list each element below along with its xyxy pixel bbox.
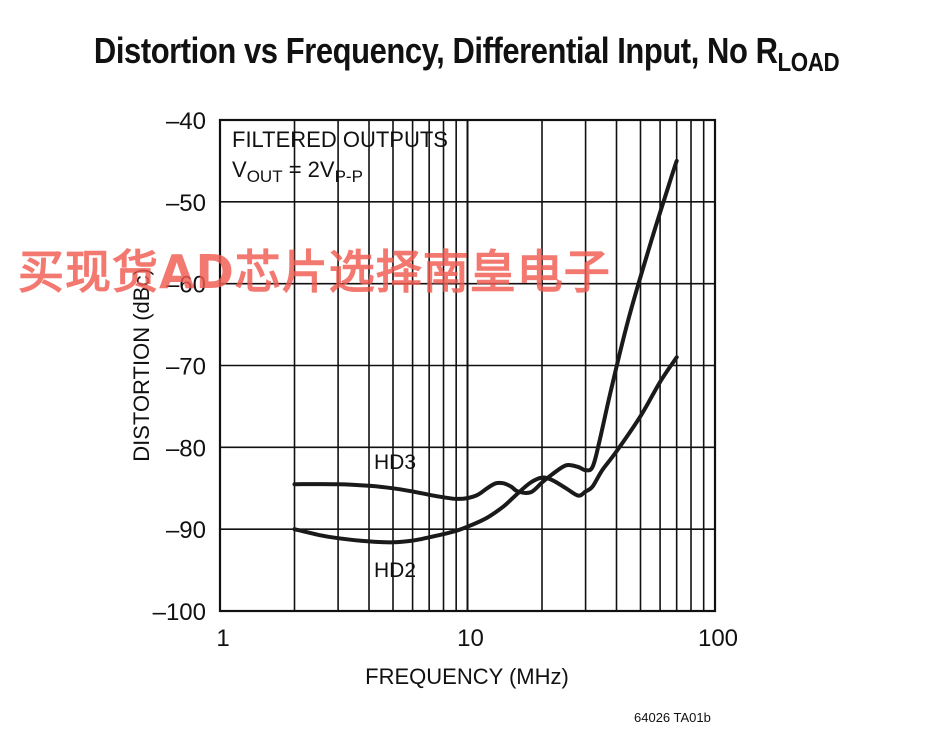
- y-tick-label: –80: [166, 435, 206, 462]
- note-vout: VOUT = 2VP-P: [232, 157, 363, 186]
- series-line-hd2: [292, 355, 679, 545]
- series-line-hd3: [292, 158, 679, 501]
- series-curves: [292, 158, 679, 545]
- x-axis-label: FREQUENCY (MHz): [365, 664, 569, 689]
- y-tick-label: –90: [166, 517, 206, 544]
- note-filtered-outputs: FILTERED OUTPUTS: [232, 127, 448, 152]
- figure-id: 64026 TA01b: [634, 710, 711, 725]
- y-tick-label: –60: [166, 272, 206, 299]
- x-tick-label: 1: [216, 625, 229, 652]
- y-tick-label: –70: [166, 354, 206, 381]
- y-axis-label: DISTORTION (dBc): [129, 268, 154, 462]
- grid-lines: [218, 118, 717, 613]
- chart-title: Distortion vs Frequency, Differential In…: [93, 30, 840, 77]
- y-tick-label: –50: [166, 190, 206, 217]
- plot-frame: [218, 118, 717, 613]
- watermark-text: 买现货AD芯片选择南皇电子: [18, 245, 611, 299]
- x-tick-label: 10: [457, 625, 484, 652]
- y-tick-label: –100: [153, 599, 206, 626]
- y-tick-label: –40: [166, 108, 206, 135]
- hd2-label: HD2: [374, 559, 416, 582]
- tick-labels: –40 –50 –60 –70 –80 –90 –100 1 10 100: [153, 108, 738, 652]
- x-tick-label: 100: [698, 625, 738, 652]
- hd3-label: HD3: [374, 451, 416, 474]
